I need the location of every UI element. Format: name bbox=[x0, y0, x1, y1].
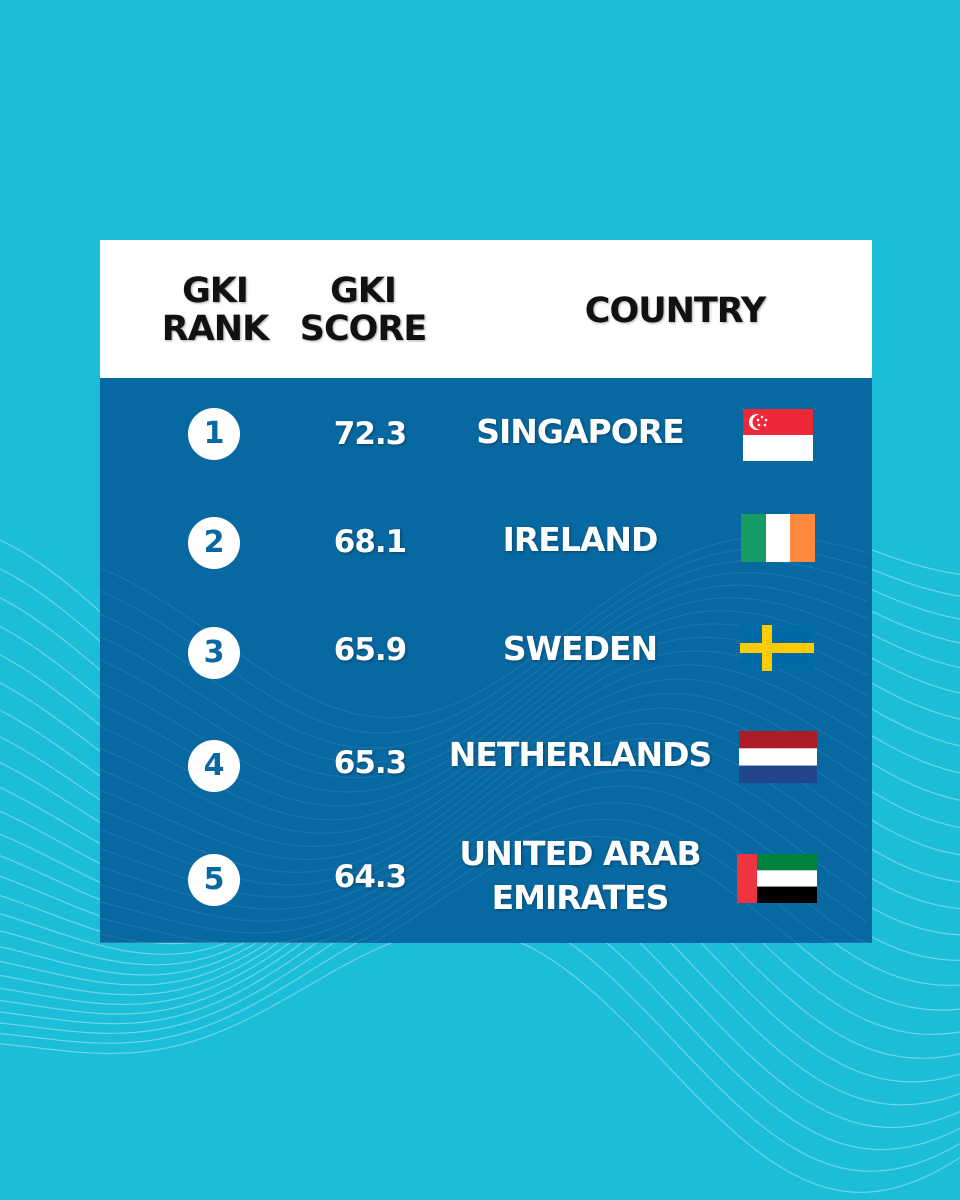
country-name: NETHERLANDS bbox=[448, 735, 713, 774]
table-header: GKI RANK GKI SCORE COUNTRY bbox=[100, 240, 872, 378]
table-wave-line bbox=[100, 664, 869, 861]
country-name: SINGAPORE bbox=[476, 412, 684, 451]
score-value: 72.3 bbox=[333, 416, 408, 452]
sweden-flag-icon bbox=[740, 625, 814, 671]
header-country: COUNTRY bbox=[584, 291, 766, 331]
ireland-flag-icon bbox=[741, 514, 815, 562]
header-gki-rank: GKI RANK bbox=[161, 271, 269, 349]
rank-badge: 1 bbox=[188, 408, 240, 460]
table-row-sweden: 3 65.9 SWEDEN bbox=[100, 594, 872, 702]
rank-badge: 3 bbox=[188, 627, 240, 679]
table-row-ireland: 2 68.1 IRELAND bbox=[100, 486, 872, 594]
header-gki-score: GKI SCORE bbox=[299, 271, 428, 349]
uae-flag-icon bbox=[737, 854, 817, 903]
table-row-singapore: 1 72.3 SINGAPORE bbox=[100, 378, 872, 486]
rank-badge: 5 bbox=[188, 854, 240, 906]
table-row-netherlands: 4 65.3 NETHERLANDS bbox=[100, 702, 872, 810]
table-wave-line bbox=[100, 584, 869, 779]
score-value: 68.1 bbox=[333, 524, 408, 560]
score-value: 64.3 bbox=[333, 859, 408, 895]
table-wave-line bbox=[100, 785, 869, 943]
table-wave-line bbox=[100, 769, 869, 943]
country-name: IRELAND bbox=[502, 520, 659, 559]
wave-line bbox=[0, 928, 960, 1193]
table-wave-line bbox=[100, 753, 869, 934]
table-wave-line bbox=[100, 801, 869, 943]
netherlands-flag-icon bbox=[739, 731, 817, 783]
rank-badge: 2 bbox=[188, 517, 240, 569]
wave-line bbox=[0, 905, 960, 1172]
table-wave-line bbox=[100, 571, 869, 764]
country-name: UNITED ARAB EMIRATES bbox=[459, 834, 701, 917]
gki-ranking-table: GKI RANK GKI SCORE COUNTRY 1 72.3 SINGAP… bbox=[100, 240, 872, 943]
rank-badge: 4 bbox=[188, 740, 240, 792]
table-wave-line bbox=[100, 559, 869, 749]
table-row-uae: 5 64.3 UNITED ARAB EMIRATES bbox=[100, 810, 872, 943]
table-body: 1 72.3 SINGAPORE 2 68.1 IRELAND bbox=[100, 378, 872, 943]
country-name: SWEDEN bbox=[502, 629, 658, 668]
singapore-flag-icon bbox=[743, 409, 813, 461]
score-value: 65.3 bbox=[333, 745, 408, 781]
score-value: 65.9 bbox=[333, 632, 408, 668]
